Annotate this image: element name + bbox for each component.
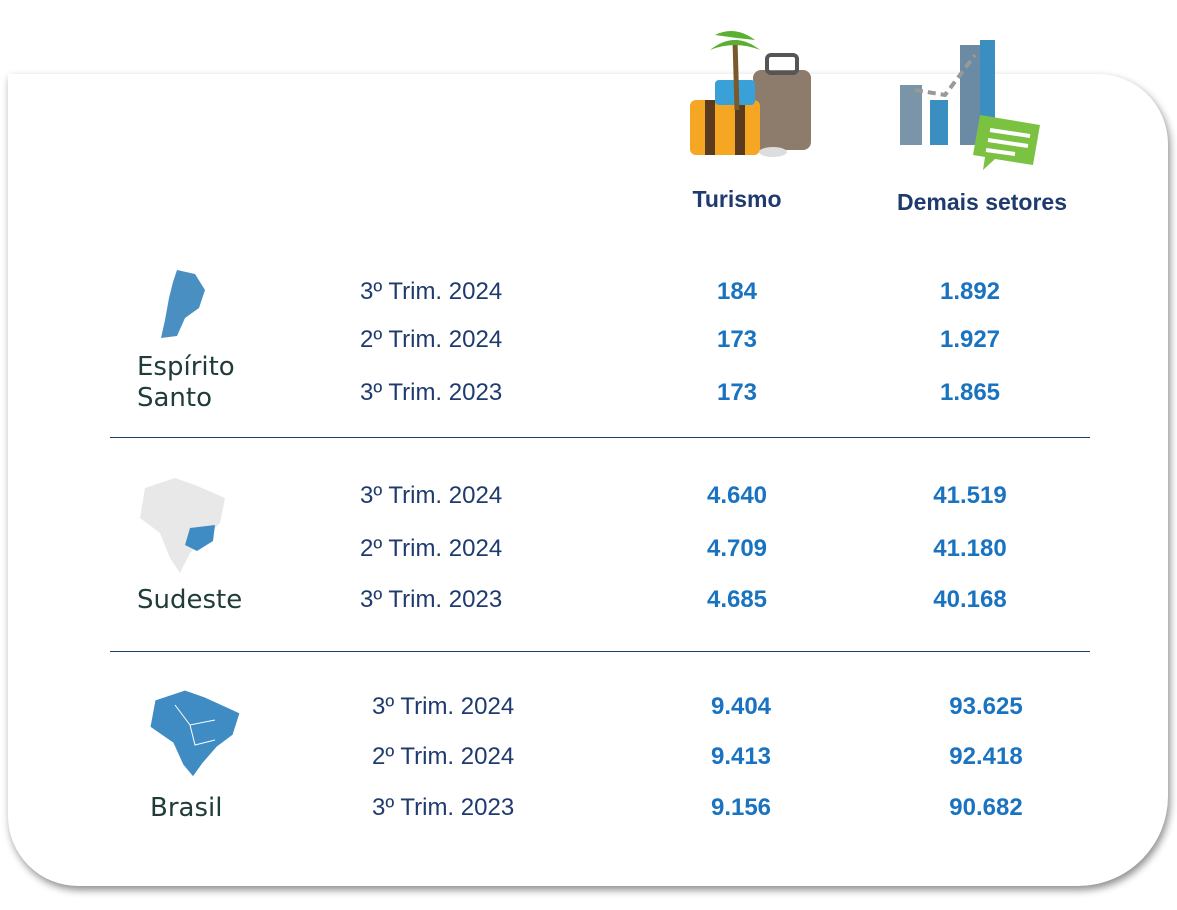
value: 4.709 [706,535,768,562]
period-label: 3º Trim. 2023 [360,379,503,406]
value: 1.892 [939,278,1001,305]
period-label: 2º Trim. 2024 [360,535,503,562]
value: 1.927 [939,326,1001,353]
region-label: Espírito Santo [137,352,235,413]
tourism-icon [690,31,811,157]
value: 93.625 [949,693,1023,720]
value: 4.640 [706,482,768,509]
value: 92.418 [949,743,1023,770]
period-label: 3º Trim. 2024 [360,482,503,509]
value: 9.156 [710,794,772,821]
period-label: 2º Trim. 2024 [360,326,503,353]
column-header: Turismo [692,186,782,212]
region-label: Sudeste [137,585,243,615]
separator [110,437,1090,438]
value: 40.168 [933,586,1007,613]
value: 90.682 [949,794,1023,821]
column-header: Demais setores [896,189,1068,215]
sectors-icon [900,40,1040,170]
brasil-map [149,689,241,778]
separator [110,651,1090,652]
value: 9.413 [710,743,772,770]
value: 184 [716,278,758,305]
espirito-santo-map [161,270,205,338]
period-label: 3º Trim. 2023 [372,794,515,821]
period-label: 3º Trim. 2024 [360,278,503,305]
region-label: Brasil [150,793,223,823]
value: 4.685 [706,586,768,613]
value: 1.865 [939,379,1001,406]
value: 41.180 [933,535,1007,562]
value: 173 [716,379,758,406]
value: 41.519 [933,482,1007,509]
value: 173 [716,326,758,353]
value: 9.404 [710,693,772,720]
period-label: 2º Trim. 2024 [372,743,515,770]
period-label: 3º Trim. 2023 [360,586,503,613]
sudeste-map [140,478,225,573]
period-label: 3º Trim. 2024 [372,693,515,720]
